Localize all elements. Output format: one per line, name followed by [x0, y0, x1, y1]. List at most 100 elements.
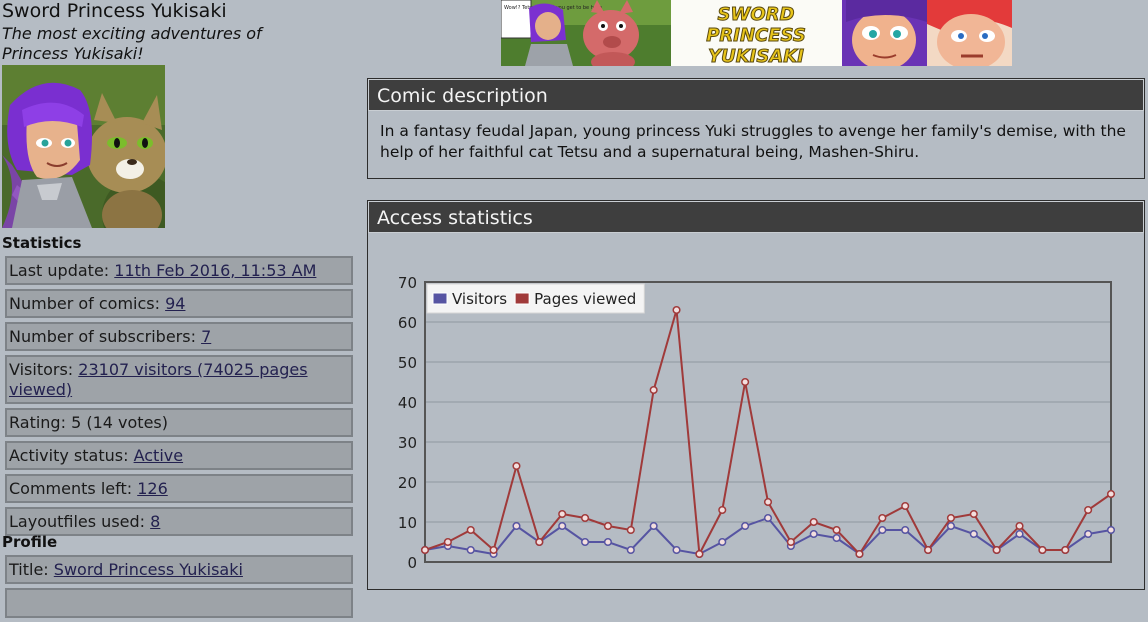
comic-banner[interactable]: Wow!? Tetsu! How'd you get to be here SW…: [501, 0, 1012, 66]
data-point: [581, 537, 590, 547]
access-statistics-chart: 010203040506070Jul 4Jul 7Jul 10Jul 13Jul…: [398, 274, 1132, 607]
data-point: [969, 509, 978, 519]
y-tick-label: 0: [407, 554, 417, 572]
stat-rating: Rating: 5 (14 votes): [5, 408, 353, 437]
stat-number-of-subscribers: Number of subscribers: 7: [5, 322, 353, 351]
data-point: [1015, 529, 1024, 539]
data-point: [672, 305, 681, 315]
number-of-comics-link[interactable]: 94: [165, 294, 186, 313]
y-tick-label: 20: [398, 474, 417, 492]
data-point: [878, 513, 887, 523]
plot-area-border: [424, 281, 1112, 563]
stat-number-of-comics: Number of comics: 94: [5, 289, 353, 318]
banner-logo-line3: YUKISAKI: [708, 46, 804, 66]
visitors-link[interactable]: 23107 visitors (74025 pages viewed): [9, 360, 308, 399]
statistics-heading: Statistics: [2, 234, 82, 252]
data-point: [1038, 545, 1047, 555]
data-point: [832, 533, 841, 543]
data-point: [832, 525, 841, 535]
legend-swatch: [432, 292, 448, 305]
stat-comments-left: Comments left: 126: [5, 474, 353, 503]
data-point: [420, 545, 430, 555]
stat-label: Number of comics:: [9, 294, 161, 313]
statistics-list: Last update: 11th Feb 2016, 11:53 AM Num…: [5, 256, 353, 540]
y-tick-label: 30: [398, 434, 417, 452]
data-point: [969, 529, 978, 539]
data-point: [466, 525, 475, 535]
data-point: [741, 377, 750, 387]
data-point: [466, 545, 475, 555]
data-point: [649, 521, 658, 531]
data-point: [924, 545, 933, 555]
data-point: [946, 513, 955, 523]
stat-label: Comments left:: [9, 479, 133, 498]
series-line-visitors: [424, 516, 1112, 556]
data-point: [695, 549, 704, 559]
y-tick-label: 70: [398, 274, 417, 292]
stat-label: Activity status:: [9, 446, 129, 465]
data-point: [626, 545, 635, 555]
activity-status-link[interactable]: Active: [133, 446, 184, 465]
chart-legend: [426, 283, 645, 314]
data-point: [1106, 525, 1116, 535]
legend-label: Visitors: [452, 290, 507, 308]
data-point: [672, 545, 681, 555]
data-point: [603, 537, 612, 547]
comic-title: Sword Princess Yukisaki: [2, 0, 227, 22]
stat-label: Visitors:: [9, 360, 74, 379]
banner-logo-line1: SWORD: [718, 4, 795, 25]
data-point: [512, 461, 521, 471]
profile-title-link[interactable]: Sword Princess Yukisaki: [53, 560, 243, 579]
layoutfiles-used-link[interactable]: 8: [150, 512, 161, 531]
data-point: [558, 509, 567, 519]
data-point: [718, 505, 727, 515]
data-point: [443, 537, 452, 547]
data-point: [626, 525, 635, 535]
description-text: In a fantasy feudal Japan, young princes…: [380, 122, 1126, 161]
stat-label: Layoutfiles used:: [9, 512, 146, 531]
data-point: [786, 537, 795, 547]
stat-label: Number of subscribers:: [9, 327, 196, 346]
data-point: [603, 521, 612, 531]
legend-label: Pages viewed: [534, 290, 636, 308]
y-tick-label: 40: [398, 394, 417, 412]
legend-swatch: [514, 292, 530, 305]
last-update-link[interactable]: 11th Feb 2016, 11:53 AM: [114, 261, 317, 280]
comic-avatar[interactable]: [2, 65, 165, 228]
stat-label: Title:: [9, 560, 49, 579]
data-point: [809, 529, 818, 539]
banner-logo-line2: PRINCESS: [706, 25, 806, 46]
comic-tagline: The most exciting adventures of Princess…: [2, 24, 262, 63]
data-point: [946, 521, 955, 531]
profile-next-row: [5, 588, 353, 618]
description-heading: Comic description: [368, 79, 1144, 111]
profile-heading: Profile: [2, 533, 58, 551]
data-point: [489, 545, 498, 555]
data-point: [1106, 489, 1116, 499]
y-tick-label: 10: [398, 514, 417, 532]
data-point: [512, 521, 521, 531]
stat-last-update: Last update: 11th Feb 2016, 11:53 AM: [5, 256, 353, 285]
stat-layoutfiles-used: Layoutfiles used: 8: [5, 507, 353, 536]
stat-activity-status: Activity status: Active: [5, 441, 353, 470]
data-point: [878, 525, 887, 535]
data-point: [649, 385, 658, 395]
stat-label: Rating:: [9, 413, 66, 432]
stat-label: Last update:: [9, 261, 110, 280]
data-point: [855, 549, 864, 559]
access-statistics-heading: Access statistics: [368, 201, 1144, 233]
rating-value: 5 (14 votes): [71, 413, 168, 432]
number-of-subscribers-link[interactable]: 7: [201, 327, 212, 346]
stat-visitors: Visitors: 23107 visitors (74025 pages vi…: [5, 355, 353, 404]
comments-left-link[interactable]: 126: [137, 479, 168, 498]
data-point: [1015, 521, 1024, 531]
data-point: [763, 497, 773, 507]
data-point: [718, 537, 727, 547]
data-point: [1061, 545, 1070, 555]
data-point: [901, 525, 910, 535]
data-point: [809, 517, 818, 527]
data-point: [535, 537, 544, 547]
data-point: [558, 521, 567, 531]
data-point: [763, 513, 773, 523]
data-point: [992, 545, 1001, 555]
